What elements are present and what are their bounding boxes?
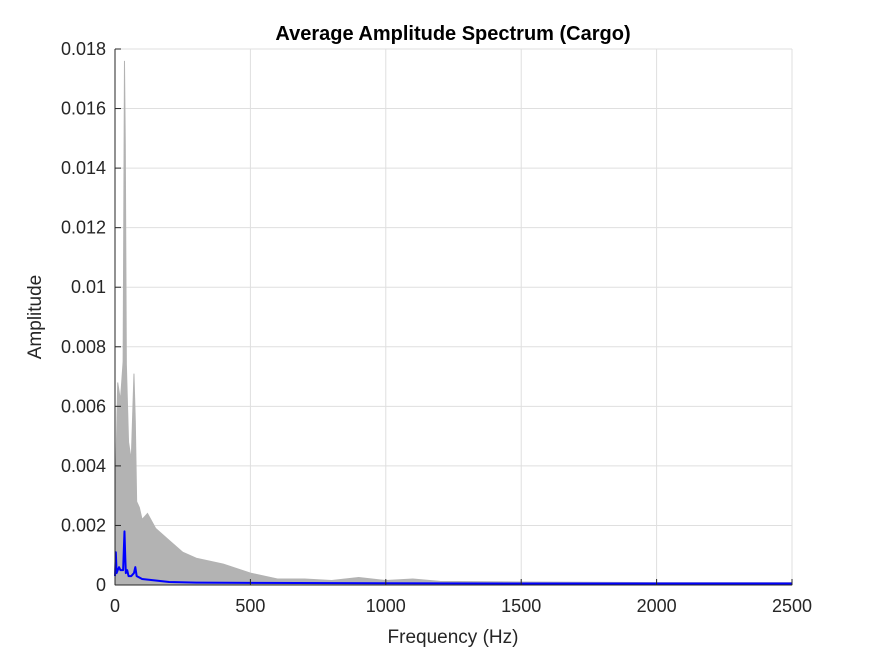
- plot-area: [115, 49, 792, 585]
- y-tick-label: 0.012: [61, 218, 106, 238]
- x-tick-label: 2000: [637, 596, 677, 616]
- y-tick-label: 0.008: [61, 337, 106, 357]
- y-tick-label: 0.004: [61, 456, 106, 476]
- x-axis-label: Frequency (Hz): [388, 627, 519, 648]
- y-tick-label: 0.018: [61, 39, 106, 59]
- series-layer: [114, 60, 793, 586]
- x-tick-label: 2500: [772, 596, 812, 616]
- y-tick-label: 0.002: [61, 515, 106, 535]
- x-tick-group: 0 500 1000 1500 2000 2500: [110, 579, 812, 616]
- x-tick-label: 1500: [501, 596, 541, 616]
- y-tick-label: 0.014: [61, 158, 106, 178]
- x-tick-label: 1000: [366, 596, 406, 616]
- y-tick-label: 0.006: [61, 396, 106, 416]
- average-spectrum-line: [114, 530, 792, 585]
- y-tick-group: 0 0.002 0.004 0.006 0.008 0.01 0.012 0.014 0.016…: [61, 39, 121, 595]
- axes-frame: [114, 49, 792, 586]
- individual-spectra-band: [114, 60, 793, 586]
- y-tick-label: 0.016: [61, 99, 106, 119]
- chart-title: Average Amplitude Spectrum (Cargo): [275, 23, 630, 45]
- grid-lines: [114, 48, 793, 586]
- x-tick-label: 500: [235, 596, 265, 616]
- y-axis-label: Amplitude: [25, 275, 46, 360]
- x-tick-label: 0: [110, 596, 120, 616]
- y-tick-label: 0: [96, 575, 106, 595]
- y-tick-label: 0.01: [71, 277, 106, 297]
